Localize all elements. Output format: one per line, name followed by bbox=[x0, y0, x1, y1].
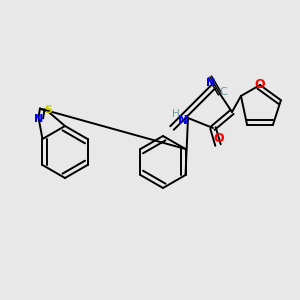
Text: N: N bbox=[178, 113, 188, 127]
Text: C: C bbox=[219, 87, 227, 97]
Text: O: O bbox=[214, 133, 224, 146]
Text: O: O bbox=[255, 77, 265, 91]
Text: S: S bbox=[44, 105, 52, 116]
Text: N: N bbox=[206, 78, 216, 88]
Text: H: H bbox=[172, 109, 180, 119]
Text: N: N bbox=[34, 114, 43, 124]
